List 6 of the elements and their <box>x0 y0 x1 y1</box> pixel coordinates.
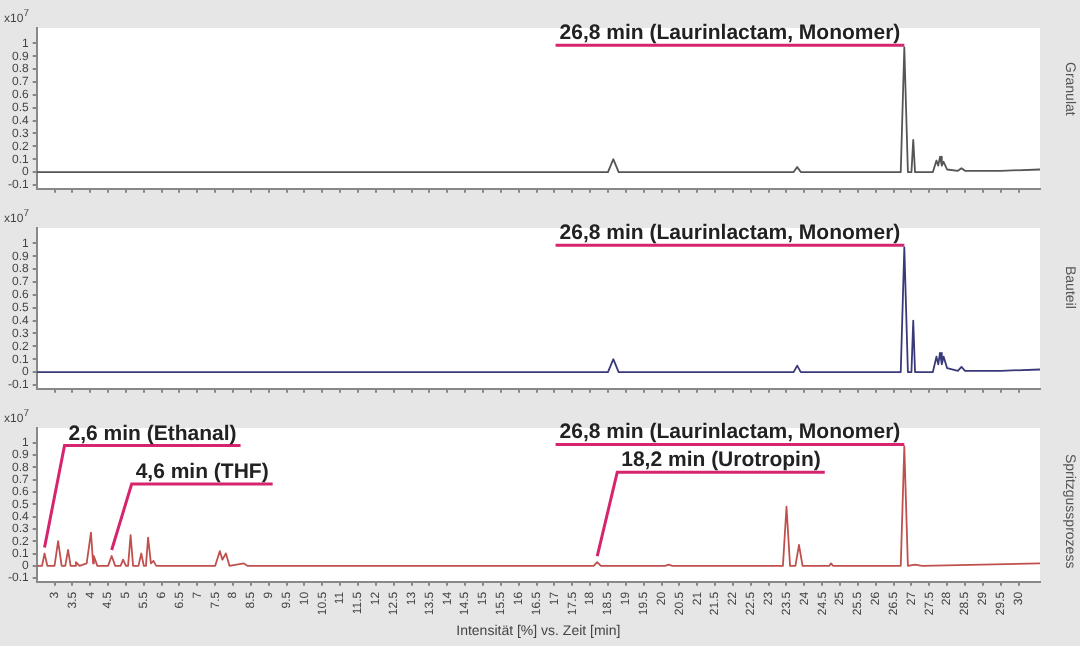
annotation: 26,8 min (Laurinlactam, Monomer) <box>559 420 901 445</box>
annotation: 26,8 min (Laurinlactam, Monomer) <box>559 221 901 246</box>
annotation: 26,8 min (Laurinlactam, Monomer) <box>559 21 901 46</box>
annotation: 2,6 min (Ethanal) <box>68 421 237 446</box>
annotation: 18,2 min (Urotropin) <box>621 448 821 473</box>
annotation: 4,6 min (THF) <box>135 460 269 484</box>
